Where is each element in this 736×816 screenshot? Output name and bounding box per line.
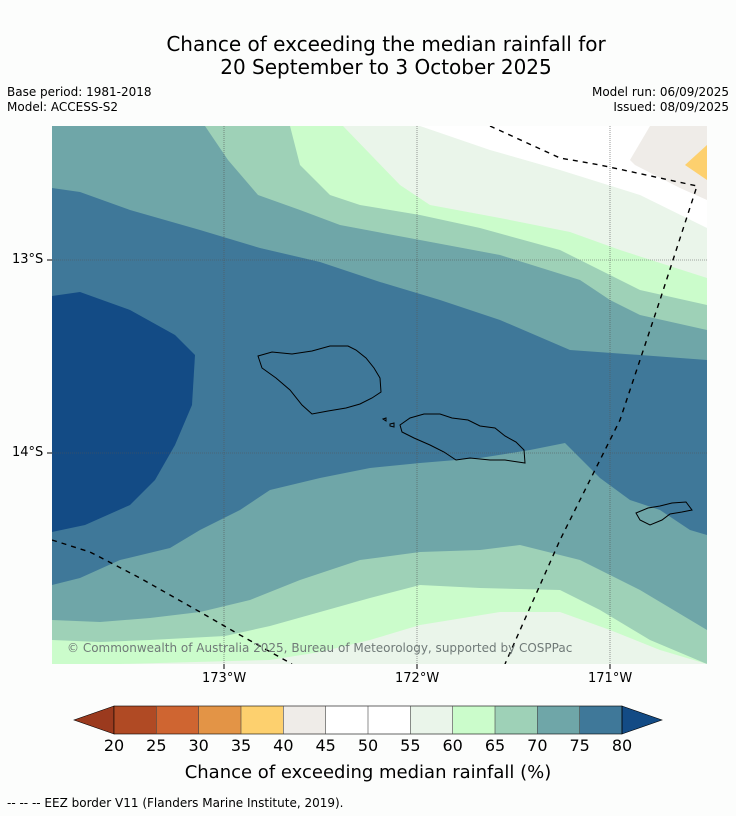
lon-label-172: 172°W	[395, 671, 440, 686]
colorbar-over-arrow	[621, 705, 663, 735]
colorbar-swatch	[410, 706, 453, 734]
meta-left: Base period: 1981-2018 Model: ACCESS-S2	[7, 85, 152, 115]
chart-title-line1: Chance of exceeding the median rainfall …	[166, 32, 606, 56]
band-75-80	[52, 188, 707, 585]
colorbar-tick-label: 45	[315, 736, 336, 755]
band-40-45	[630, 126, 707, 200]
colorbar-title: Chance of exceeding median rainfall (%)	[184, 762, 552, 783]
colorbar-tick-label: 50	[357, 736, 379, 755]
meta-right: Model run: 06/09/2025 Issued: 08/09/2025	[592, 85, 729, 115]
issued-date: Issued: 08/09/2025	[613, 100, 729, 114]
copyright-notice: © Commonwealth of Australia 2025, Bureau…	[67, 641, 573, 655]
colorbar-tick-label: 60	[442, 736, 463, 755]
band-35-40	[685, 145, 707, 180]
lat-label-13: 13°S	[12, 252, 44, 267]
colorbar-tick-label: 40	[273, 736, 294, 755]
lat-label-14: 14°S	[12, 445, 44, 460]
colorbar-swatch	[452, 706, 495, 734]
colorbar-tick-label: 80	[611, 736, 633, 755]
model-name: Model: ACCESS-S2	[7, 100, 119, 114]
colorbar-tick-label: 20	[103, 736, 125, 755]
chart-title-line2: 20 September to 3 October 2025	[220, 55, 552, 79]
colorbar-swatch	[283, 706, 326, 734]
lon-label-173: 173°W	[202, 671, 247, 686]
colorbar-swatch	[198, 706, 241, 734]
colorbar-tick-label: 30	[188, 736, 209, 755]
colorbar-swatch	[368, 706, 411, 734]
band-55-60-lower	[120, 612, 707, 664]
colorbar-swatch	[114, 706, 157, 734]
band-80-plus	[52, 292, 195, 532]
colorbar-under-arrow	[73, 705, 115, 735]
colorbar-tick-label: 70	[527, 736, 548, 755]
colorbar-tick-label: 75	[569, 736, 590, 755]
model-run: Model run: 06/09/2025	[591, 85, 729, 99]
colorbar-swatch	[495, 706, 538, 734]
colorbar-swatch	[537, 706, 580, 734]
colorbar	[73, 705, 663, 735]
island-upolu	[399, 413, 526, 464]
island-small	[381, 417, 395, 428]
island-tutuila	[635, 501, 693, 526]
colorbar-tick-label: 25	[146, 736, 167, 755]
lon-label-171: 171°W	[588, 671, 633, 686]
contour-fields	[52, 126, 707, 664]
eez-border-west	[52, 539, 293, 664]
colorbar-swatch	[325, 706, 368, 734]
colorbar-tick-label: 65	[484, 736, 506, 755]
colorbar-swatch	[579, 706, 622, 734]
colorbar-swatch	[241, 706, 284, 734]
colorbar-tick-label: 55	[400, 736, 421, 755]
colorbar-swatch	[156, 706, 199, 734]
island-savaii	[257, 345, 382, 415]
base-period: Base period: 1981-2018	[7, 85, 152, 99]
colorbar-tick-label: 35	[230, 736, 252, 755]
eez-border-east	[489, 126, 698, 664]
eez-footnote: -- -- -- EEZ border V11 (Flanders Marine…	[7, 796, 344, 810]
